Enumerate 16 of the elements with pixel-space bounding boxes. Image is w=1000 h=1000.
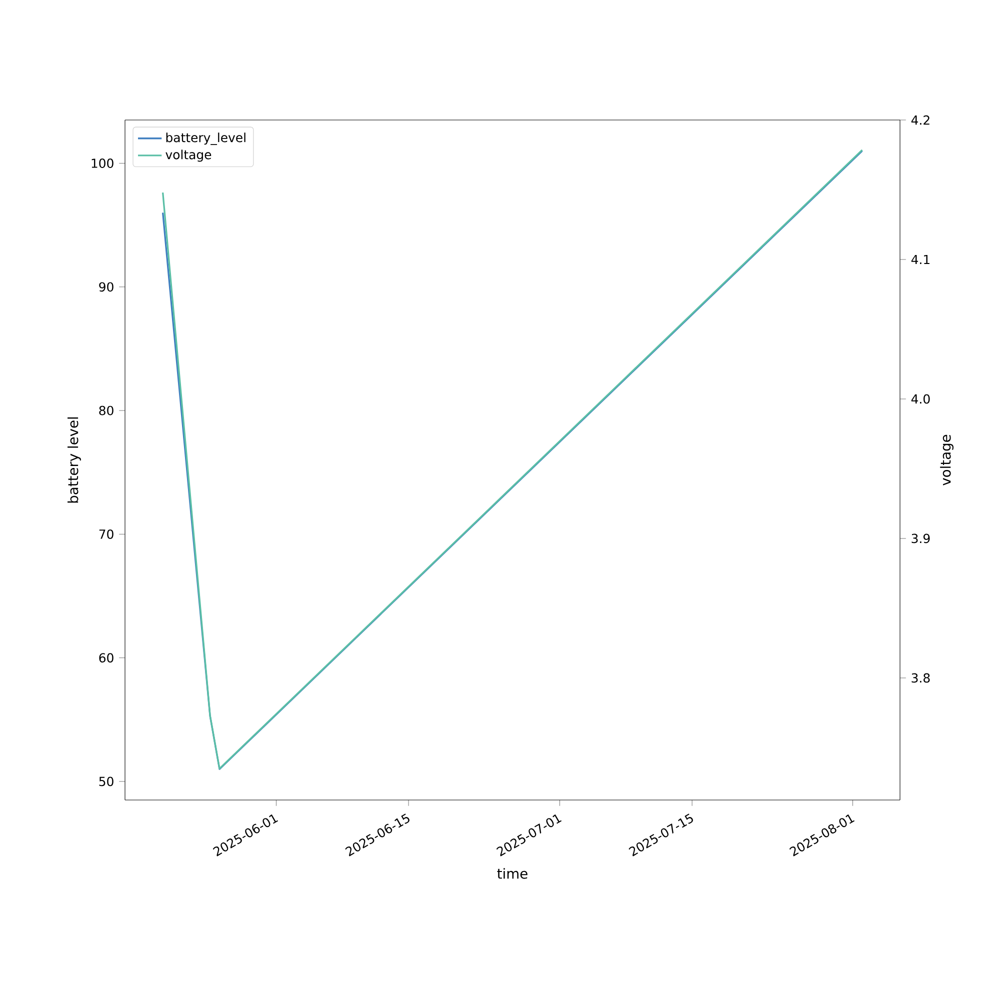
y-axis-title: battery level: [68, 417, 81, 503]
y2-axis-title: voltage: [940, 434, 954, 486]
y-tick-label: 90: [99, 282, 114, 292]
legend-label: battery_level: [166, 132, 246, 145]
y-tick-label: 70: [99, 529, 114, 539]
y2-tick-label: 4.0: [911, 394, 930, 404]
y-tick-label: 100: [92, 158, 114, 168]
y2-tick-label: 4.2: [911, 115, 930, 125]
y-tick-label: 50: [99, 776, 114, 786]
x-axis-title: time: [497, 868, 528, 879]
legend-label: voltage: [166, 150, 212, 162]
y2-tick-label: 4.1: [911, 254, 930, 264]
y2-tick-label: 3.8: [912, 673, 930, 683]
y-tick-label: 80: [99, 406, 114, 416]
y2-tick-label: 3.9: [912, 534, 930, 544]
y-tick-label: 60: [99, 653, 114, 663]
